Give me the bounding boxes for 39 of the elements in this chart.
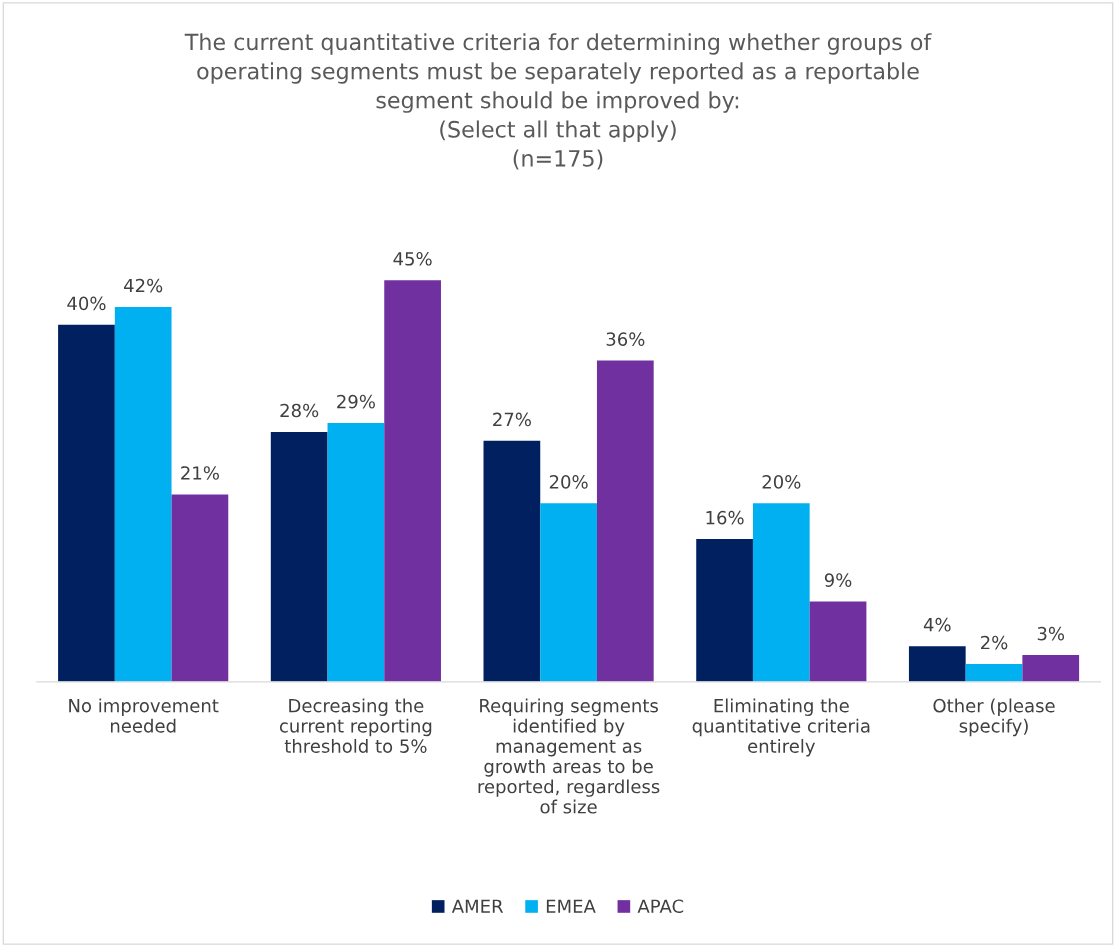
bar xyxy=(809,601,867,682)
x-tick-label: Requiring segments identified by management as growth areas to be reported, regardless of size xyxy=(478,698,660,814)
bar xyxy=(1022,655,1080,682)
bar xyxy=(483,440,541,682)
data-label: 42% xyxy=(124,278,163,293)
data-label: 40% xyxy=(67,296,106,311)
data-label: 2% xyxy=(981,635,1008,650)
bar xyxy=(696,539,753,682)
bar xyxy=(908,646,966,682)
data-label: 36% xyxy=(606,332,645,346)
legend-label: APAC xyxy=(637,899,684,914)
legend-label: EMEA xyxy=(546,899,596,913)
bar xyxy=(596,360,654,682)
x-tick-label: Decreasing the current reporting threshold to 5% xyxy=(279,698,432,753)
data-label: 3% xyxy=(1037,626,1065,641)
bar xyxy=(384,280,441,682)
data-label: 27% xyxy=(493,412,531,427)
data-label: 28% xyxy=(280,403,319,418)
bar xyxy=(752,503,810,682)
data-label: 20% xyxy=(549,475,588,489)
chart-title: The current quantitative criteria for determining whether groups of operating segments must be separately reported as a reportable segment should be improved by: (Select all that apply) (n=175) xyxy=(184,33,932,170)
bar xyxy=(114,306,172,682)
x-tick-label: Other (please specify) xyxy=(933,698,1055,737)
data-label: 29% xyxy=(337,394,375,409)
bar xyxy=(327,423,385,682)
bar xyxy=(965,663,1023,682)
data-label: 45% xyxy=(393,251,432,266)
data-label: 9% xyxy=(824,573,852,587)
bar xyxy=(270,431,328,682)
bar xyxy=(58,324,115,682)
data-label: 4% xyxy=(923,617,951,632)
data-label: 21% xyxy=(181,466,219,480)
data-label: 16% xyxy=(706,510,744,525)
data-label: 20% xyxy=(762,475,801,489)
legend-label: AMER xyxy=(451,899,504,913)
bar xyxy=(540,503,597,682)
x-tick-label: Eliminating the quantitative criteria entirely xyxy=(692,698,870,757)
x-tick-label: No improvement needed xyxy=(69,698,219,733)
bar xyxy=(171,494,229,682)
